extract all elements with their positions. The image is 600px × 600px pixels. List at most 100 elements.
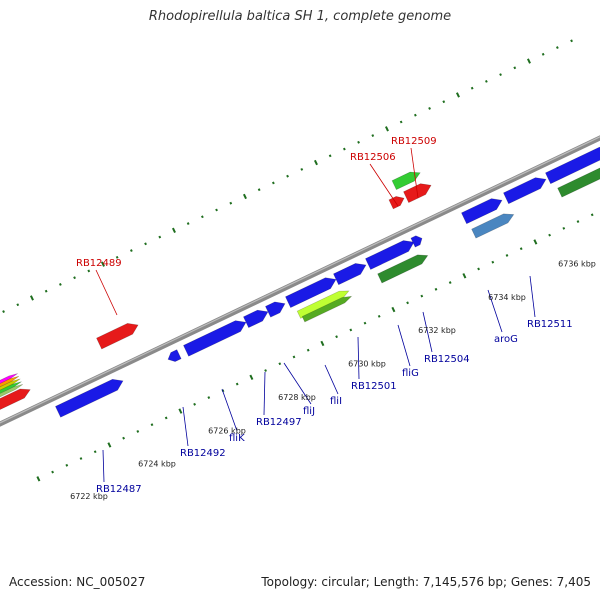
- minor-tick: [235, 382, 239, 386]
- minor-tick: [335, 335, 338, 339]
- gene-stripe-0: [0, 373, 18, 384]
- gene-small-1: [167, 349, 182, 362]
- minor-tick: [420, 294, 424, 298]
- minor-tick: [363, 321, 367, 325]
- scale-labels: 6722 kbp 6724 kbp 6726 kbp 6728 kbp 6730 kbp…: [70, 260, 596, 502]
- label-leader-lines: [95, 147, 536, 483]
- minor-tick: [399, 120, 403, 124]
- major-tick: [171, 227, 176, 233]
- gene-flij: [285, 277, 337, 309]
- minor-tick: [413, 113, 417, 117]
- leader-line: [422, 311, 433, 353]
- gene-flii: [333, 263, 367, 286]
- minor-tick: [122, 436, 125, 440]
- minor-tick: [484, 79, 488, 83]
- minor-tick: [562, 226, 566, 230]
- leader-line: [182, 406, 189, 447]
- gene-rb12501: [365, 240, 415, 270]
- gene-label-rb12487: RB12487: [96, 484, 142, 495]
- minor-tick: [328, 154, 332, 158]
- minor-tick: [499, 73, 502, 77]
- map-title: Rhodopirellula baltica SH 1, complete ge…: [148, 9, 452, 24]
- genome-stats-text: Topology: circular; Length: 7,145,576 bp…: [261, 575, 591, 589]
- minor-tick: [257, 188, 261, 192]
- gene-rb12497: [265, 301, 286, 318]
- minor-tick: [590, 213, 594, 217]
- scale-label: 6730 kbp: [348, 360, 386, 369]
- major-tick: [242, 193, 247, 200]
- minor-tick: [87, 269, 91, 273]
- major-tick: [455, 92, 460, 98]
- minor-tick: [477, 267, 480, 271]
- minor-tick: [513, 66, 517, 70]
- minor-tick: [371, 134, 375, 137]
- leader-line: [283, 362, 312, 405]
- gene-green-top: [391, 171, 421, 191]
- minor-tick: [442, 100, 446, 104]
- gene-rb12487: [55, 378, 124, 418]
- minor-tick: [434, 287, 438, 291]
- minor-tick: [158, 235, 162, 239]
- gene-rb12489: [96, 323, 139, 350]
- minor-tick: [357, 140, 360, 144]
- inner-tick-ring: [36, 213, 594, 482]
- minor-tick: [16, 303, 20, 307]
- minor-tick: [65, 463, 69, 467]
- minor-tick: [186, 222, 190, 225]
- gene-arog-2: [471, 213, 515, 239]
- leader-line: [410, 147, 419, 199]
- leader-line: [397, 324, 411, 367]
- leader-line: [263, 371, 266, 416]
- gene-label-rb12489: RB12489: [76, 258, 122, 269]
- gene-label-flik: fliK: [229, 433, 245, 444]
- gene-label-rb12492: RB12492: [180, 448, 226, 459]
- minor-tick: [129, 249, 133, 253]
- major-tick: [462, 273, 467, 279]
- scale-label: 6726 kbp: [208, 426, 246, 435]
- minor-tick: [428, 107, 431, 110]
- minor-tick: [193, 402, 196, 406]
- minor-tick: [229, 201, 233, 205]
- minor-tick: [349, 328, 353, 332]
- minor-tick: [51, 470, 54, 474]
- minor-tick: [286, 174, 289, 178]
- minor-tick: [448, 281, 452, 284]
- minor-tick: [306, 348, 310, 352]
- leader-line: [324, 364, 339, 395]
- scale-label: 6734 kbp: [488, 293, 526, 302]
- backbone-highlight: [0, 136, 600, 424]
- minor-tick: [2, 310, 5, 313]
- gene-rb12511-b: [545, 146, 600, 185]
- minor-tick: [136, 430, 140, 433]
- major-tick: [249, 374, 254, 380]
- gene-green-2: [557, 167, 600, 198]
- gene-stripe-1: [0, 375, 20, 388]
- minor-tick: [207, 396, 211, 400]
- gene-label-rb12511: RB12511: [527, 319, 573, 330]
- gene-label-rb12501: RB12501: [351, 381, 397, 392]
- scale-label: 6728 kbp: [278, 393, 316, 402]
- minor-tick: [570, 39, 573, 43]
- minor-tick: [470, 86, 474, 90]
- minor-tick: [278, 362, 282, 366]
- leader-line: [95, 269, 118, 316]
- accession-text: Accession: NC_005027: [9, 575, 146, 589]
- major-tick: [526, 58, 531, 64]
- minor-tick: [79, 457, 83, 460]
- gene-label-flij: fliJ: [303, 406, 315, 417]
- gene-label-rb12506: RB12506: [350, 152, 396, 163]
- minor-tick: [491, 260, 495, 264]
- gene-label-flii: fliI: [330, 396, 342, 407]
- outer-tick-ring: [2, 39, 573, 313]
- leader-line: [529, 275, 536, 318]
- gene-stripe-3: [0, 381, 22, 394]
- leader-line: [221, 388, 238, 432]
- gene-lime-1: [296, 290, 350, 319]
- minor-tick: [342, 147, 346, 151]
- minor-tick: [519, 247, 523, 251]
- leader-line: [369, 163, 399, 207]
- gene-label-flig: fliG: [402, 368, 419, 379]
- minor-tick: [576, 220, 580, 224]
